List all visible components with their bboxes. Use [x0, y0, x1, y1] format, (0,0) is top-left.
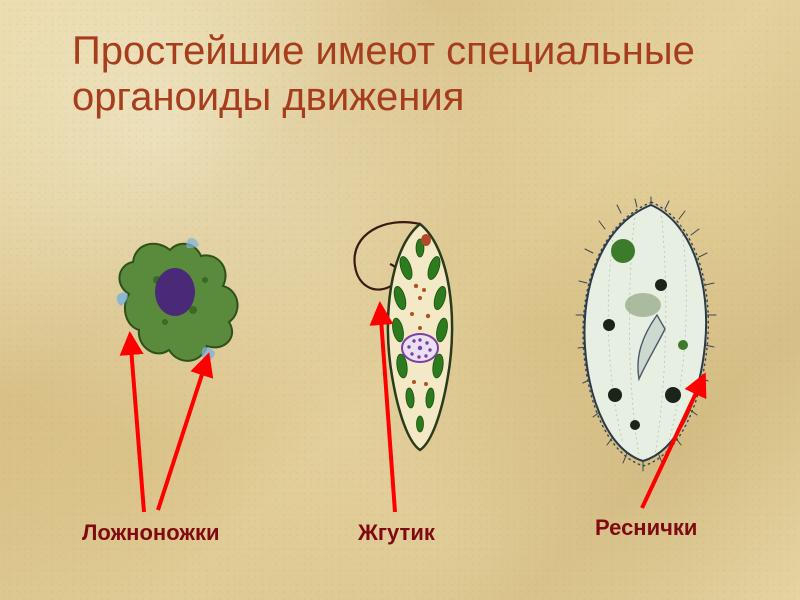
arrow-pseudopodia-2 — [158, 356, 208, 510]
label-flagellum: Жгутик — [358, 520, 435, 546]
slide-title: Простейшие имеют специальные органоиды д… — [72, 28, 712, 120]
euglena-illustration — [350, 198, 490, 458]
paramecium-illustration — [565, 195, 725, 475]
label-pseudopodia: Ложноножки — [82, 520, 219, 546]
label-cilia: Реснички — [595, 515, 697, 541]
amoeba-illustration — [115, 230, 245, 370]
slide: Простейшие имеют специальные органоиды д… — [0, 0, 800, 600]
